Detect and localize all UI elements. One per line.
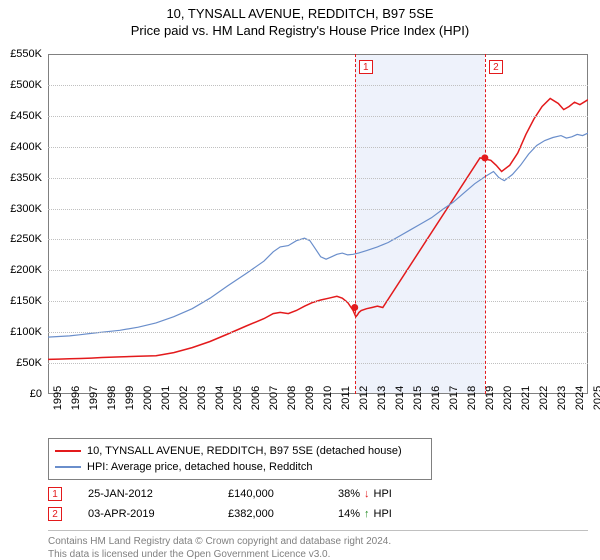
x-tick-label: 2003	[196, 386, 208, 410]
page-root: 10, TYNSALL AVENUE, REDDITCH, B97 5SE Pr…	[0, 6, 600, 560]
legend-swatch-hpi	[55, 466, 81, 468]
x-tick-label: 2008	[286, 386, 298, 410]
chart-region: £0£50K£100K£150K£200K£250K£300K£350K£400…	[48, 54, 588, 394]
y-tick-label: £100K	[10, 326, 42, 338]
x-tick-label: 2001	[160, 386, 172, 410]
x-tick-label: 2023	[556, 386, 568, 410]
x-tick-label: 2018	[466, 386, 478, 410]
sales-row-marker: 2	[48, 507, 62, 521]
gridline	[48, 332, 588, 333]
y-tick-label: £400K	[10, 141, 42, 153]
x-tick-label: 2011	[340, 386, 352, 410]
legend-label-price-paid: 10, TYNSALL AVENUE, REDDITCH, B97 5SE (d…	[87, 445, 402, 457]
chart-lines-svg	[48, 54, 588, 394]
gridline	[48, 363, 588, 364]
sale-vline	[485, 54, 486, 394]
x-tick-label: 1998	[106, 386, 118, 410]
sales-table: 1 25-JAN-2012£140,00038% ↓ HPI 2 03-APR-2019£…	[48, 484, 458, 524]
footer-attribution: Contains HM Land Registry data © Crown c…	[48, 530, 588, 560]
gridline	[48, 301, 588, 302]
chart-subtitle: Price paid vs. HM Land Registry's House …	[0, 23, 600, 38]
gridline	[48, 209, 588, 210]
sales-row-marker: 1	[48, 487, 62, 501]
hpi-pct: 38%	[338, 488, 360, 500]
y-tick-label: £0	[30, 388, 42, 400]
chart-title: 10, TYNSALL AVENUE, REDDITCH, B97 5SE	[0, 6, 600, 21]
x-tick-label: 2000	[142, 386, 154, 410]
hpi-pct: 14%	[338, 508, 360, 520]
x-tick-label: 2013	[376, 386, 388, 410]
sales-row: 2 03-APR-2019£382,00014% ↑ HPI	[48, 504, 458, 524]
legend-label-hpi: HPI: Average price, detached house, Redd…	[87, 461, 312, 473]
sale-marker-box: 1	[359, 60, 373, 74]
x-tick-label: 2024	[574, 386, 586, 410]
arrow-down-icon: ↓	[364, 488, 370, 500]
sales-row-price: £382,000	[228, 508, 338, 520]
x-tick-label: 2021	[520, 386, 532, 410]
x-tick-label: 2010	[322, 386, 334, 410]
y-tick-label: £450K	[10, 110, 42, 122]
x-tick-label: 1997	[88, 386, 100, 410]
series-line-price_paid	[48, 99, 588, 360]
y-tick-label: £500K	[10, 79, 42, 91]
x-tick-label: 2007	[268, 386, 280, 410]
x-tick-label: 2020	[502, 386, 514, 410]
gridline	[48, 116, 588, 117]
x-tick-label: 2004	[214, 386, 226, 410]
hpi-label: HPI	[374, 508, 392, 520]
sales-row-hpi: 14% ↑ HPI	[338, 508, 458, 520]
sales-row-date: 25-JAN-2012	[88, 488, 228, 500]
series-line-hpi	[48, 133, 588, 337]
sales-row-price: £140,000	[228, 488, 338, 500]
x-tick-label: 2009	[304, 386, 316, 410]
hpi-label: HPI	[374, 488, 392, 500]
legend-swatch-price-paid	[55, 450, 81, 452]
x-tick-label: 2025	[592, 386, 600, 410]
legend-row-hpi: HPI: Average price, detached house, Redd…	[55, 459, 425, 475]
y-tick-label: £200K	[10, 264, 42, 276]
x-tick-label: 2002	[178, 386, 190, 410]
x-tick-label: 2016	[430, 386, 442, 410]
x-tick-label: 2006	[250, 386, 262, 410]
sale-marker-box: 2	[489, 60, 503, 74]
x-tick-label: 2012	[358, 386, 370, 410]
x-tick-label: 2022	[538, 386, 550, 410]
x-tick-label: 1995	[52, 386, 64, 410]
gridline	[48, 239, 588, 240]
x-tick-label: 2015	[412, 386, 424, 410]
gridline	[48, 147, 588, 148]
gridline	[48, 178, 588, 179]
footer-line-2: This data is licensed under the Open Gov…	[48, 548, 588, 560]
sales-row-hpi: 38% ↓ HPI	[338, 488, 458, 500]
gridline	[48, 270, 588, 271]
y-tick-label: £50K	[16, 357, 42, 369]
y-tick-label: £250K	[10, 233, 42, 245]
gridline	[48, 85, 588, 86]
x-tick-label: 2005	[232, 386, 244, 410]
y-tick-label: £550K	[10, 48, 42, 60]
x-tick-label: 1996	[70, 386, 82, 410]
y-tick-label: £350K	[10, 172, 42, 184]
footer-line-1: Contains HM Land Registry data © Crown c…	[48, 535, 588, 548]
legend-box: 10, TYNSALL AVENUE, REDDITCH, B97 5SE (d…	[48, 438, 432, 480]
x-tick-label: 1999	[124, 386, 136, 410]
legend-row-price-paid: 10, TYNSALL AVENUE, REDDITCH, B97 5SE (d…	[55, 443, 425, 459]
x-tick-label: 2017	[448, 386, 460, 410]
y-tick-label: £150K	[10, 295, 42, 307]
sales-row-date: 03-APR-2019	[88, 508, 228, 520]
x-tick-label: 2014	[394, 386, 406, 410]
y-tick-label: £300K	[10, 203, 42, 215]
sales-row: 1 25-JAN-2012£140,00038% ↓ HPI	[48, 484, 458, 504]
arrow-up-icon: ↑	[364, 508, 370, 520]
sale-vline	[355, 54, 356, 394]
